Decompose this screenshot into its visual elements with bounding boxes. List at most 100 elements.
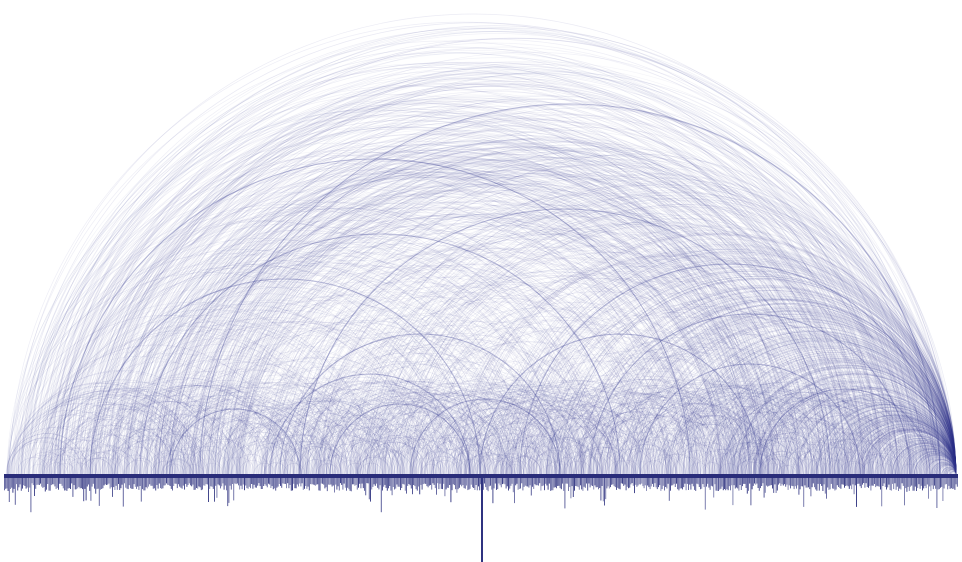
baseline-bar: [671, 478, 673, 486]
connection-arc: [560, 276, 957, 475]
baseline-bar: [382, 478, 383, 491]
connection-arc: [81, 426, 176, 475]
connection-arc: [118, 83, 901, 475]
connection-arc: [947, 469, 957, 475]
baseline-bar: [462, 478, 464, 485]
connection-arc: [843, 419, 957, 475]
baseline-bar: [83, 478, 85, 502]
connection-arc: [43, 70, 850, 475]
connection-arc: [383, 360, 618, 475]
baseline-bar: [914, 478, 916, 487]
connection-arc: [631, 311, 957, 475]
connection-arc: [241, 225, 739, 475]
baseline-bar: [544, 478, 545, 491]
connection-arc: [603, 315, 920, 475]
connection-arc: [368, 407, 502, 475]
connection-arc: [227, 440, 294, 475]
connection-arc: [338, 442, 402, 475]
connection-arc: [322, 427, 416, 475]
connection-arc: [160, 235, 639, 475]
connection-arc: [440, 414, 560, 475]
connection-arc: [350, 275, 757, 475]
connection-arc: [836, 414, 957, 475]
baseline-bar: [361, 478, 363, 484]
connection-arc: [175, 415, 293, 475]
connection-arc: [123, 385, 307, 475]
baseline-bar: [924, 478, 926, 486]
baseline-bar: [108, 478, 110, 484]
connection-arc: [715, 448, 767, 475]
connection-arc: [568, 393, 735, 475]
baseline-bar: [128, 478, 130, 486]
baseline-bar: [529, 478, 531, 486]
connection-arc: [563, 460, 593, 475]
connection-arc: [563, 451, 612, 475]
connection-arc: [209, 137, 882, 475]
connection-arc: [834, 412, 957, 475]
connection-arc: [43, 271, 448, 475]
connection-arc: [726, 446, 783, 475]
baseline-bar: [488, 478, 490, 487]
connection-arc: [654, 453, 696, 475]
baseline-bar: [464, 478, 466, 489]
connection-arc: [24, 451, 69, 475]
connection-arc: [400, 206, 947, 475]
baseline-bar: [101, 478, 103, 489]
connection-arc: [301, 347, 556, 475]
connection-arc: [847, 419, 957, 475]
connection-arc: [910, 451, 957, 475]
connection-arc: [29, 99, 779, 475]
connection-arc: [443, 444, 503, 475]
connection-arc: [74, 57, 922, 475]
connection-arc: [474, 409, 603, 475]
connection-arc: [920, 456, 957, 475]
connection-arc: [845, 418, 957, 475]
connection-arc: [503, 247, 957, 475]
connection-arc: [281, 382, 466, 475]
connection-arc: [85, 400, 238, 475]
connection-arc: [828, 424, 927, 475]
connection-arc: [298, 424, 399, 475]
connection-arc: [505, 248, 957, 475]
connection-arc: [559, 403, 706, 475]
connection-arc: [56, 38, 928, 475]
baseline-bar: [829, 478, 831, 490]
connection-arc: [7, 397, 162, 475]
connection-arc: [87, 428, 179, 475]
connection-arc: [436, 393, 597, 475]
connection-arc: [815, 453, 858, 475]
baseline-bar: [803, 478, 805, 507]
connection-arc: [733, 416, 855, 475]
connection-arc: [181, 442, 246, 475]
baseline-bar: [78, 478, 80, 487]
connection-arc: [798, 394, 957, 475]
connection-arc: [169, 185, 757, 475]
connection-arc: [900, 446, 957, 475]
connection-arc: [101, 385, 280, 475]
connection-arc: [371, 392, 536, 475]
connection-arc: [528, 260, 957, 475]
connection-arc: [522, 261, 957, 475]
connection-arc: [901, 446, 957, 475]
connection-arc: [186, 382, 371, 475]
connection-arc: [172, 128, 863, 475]
connection-arc: [411, 434, 494, 475]
connection-arc: [10, 398, 161, 475]
connection-arc: [355, 393, 516, 475]
connection-arc: [495, 435, 573, 475]
baseline-bar: [662, 478, 664, 486]
connection-arc: [515, 434, 599, 475]
connection-arc: [718, 463, 740, 475]
connection-arc: [758, 451, 805, 475]
baseline-bar: [64, 478, 65, 491]
connection-arc: [926, 459, 957, 475]
connection-arc: [306, 320, 622, 475]
connection-arc: [298, 404, 444, 475]
baseline-bar: [848, 478, 850, 489]
baseline-bar: [199, 478, 201, 488]
connection-arc: [287, 324, 586, 475]
connection-arc: [68, 89, 837, 475]
connection-arc: [104, 455, 142, 475]
connection-arc: [275, 441, 342, 475]
connection-arc: [186, 401, 331, 475]
